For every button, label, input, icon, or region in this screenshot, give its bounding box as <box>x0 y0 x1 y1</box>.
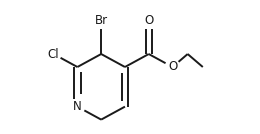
Text: O: O <box>144 14 153 27</box>
Text: Cl: Cl <box>48 48 60 61</box>
Text: N: N <box>73 100 82 113</box>
Text: Br: Br <box>95 14 108 27</box>
Text: O: O <box>168 60 177 74</box>
